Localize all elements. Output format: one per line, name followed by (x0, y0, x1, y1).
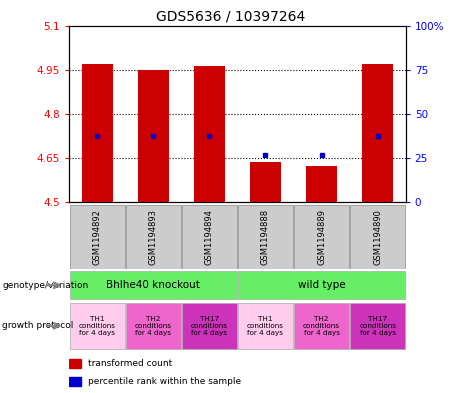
Text: Bhlhe40 knockout: Bhlhe40 knockout (106, 280, 200, 290)
Text: TH2
conditions
for 4 days: TH2 conditions for 4 days (135, 316, 172, 336)
Bar (294, 205, 349, 268)
Text: growth protocol: growth protocol (2, 321, 74, 330)
Text: TH17
conditions
for 4 days: TH17 conditions for 4 days (359, 316, 396, 336)
Bar (138, 70, 169, 202)
Bar (182, 303, 237, 349)
Bar (250, 162, 281, 202)
Text: TH17
conditions
for 4 days: TH17 conditions for 4 days (191, 316, 228, 336)
Text: GSM1194892: GSM1194892 (93, 209, 102, 265)
Text: TH1
conditions
for 4 days: TH1 conditions for 4 days (79, 316, 116, 336)
Bar (362, 64, 393, 202)
Text: GSM1194889: GSM1194889 (317, 209, 326, 265)
Bar (350, 205, 405, 268)
Text: GSM1194893: GSM1194893 (149, 209, 158, 265)
Bar (69, 359, 81, 368)
Bar (238, 271, 405, 299)
Bar (82, 64, 112, 202)
Bar (194, 66, 225, 202)
Bar (182, 205, 237, 268)
Text: GSM1194888: GSM1194888 (261, 209, 270, 265)
Text: wild type: wild type (298, 280, 345, 290)
Text: GSM1194890: GSM1194890 (373, 209, 382, 265)
Text: percentile rank within the sample: percentile rank within the sample (88, 376, 241, 386)
Text: transformed count: transformed count (88, 359, 172, 368)
Text: genotype/variation: genotype/variation (2, 281, 89, 290)
Text: TH2
conditions
for 4 days: TH2 conditions for 4 days (303, 316, 340, 336)
Bar (238, 205, 293, 268)
Bar (70, 303, 124, 349)
Text: GSM1194894: GSM1194894 (205, 209, 214, 265)
Bar (70, 271, 237, 299)
Bar (126, 303, 181, 349)
Bar (306, 166, 337, 202)
Bar (69, 376, 81, 386)
Bar (294, 303, 349, 349)
Bar (350, 303, 405, 349)
Bar (70, 205, 124, 268)
Bar (126, 205, 181, 268)
Bar (238, 303, 293, 349)
Text: GDS5636 / 10397264: GDS5636 / 10397264 (156, 10, 305, 24)
Text: TH1
conditions
for 4 days: TH1 conditions for 4 days (247, 316, 284, 336)
